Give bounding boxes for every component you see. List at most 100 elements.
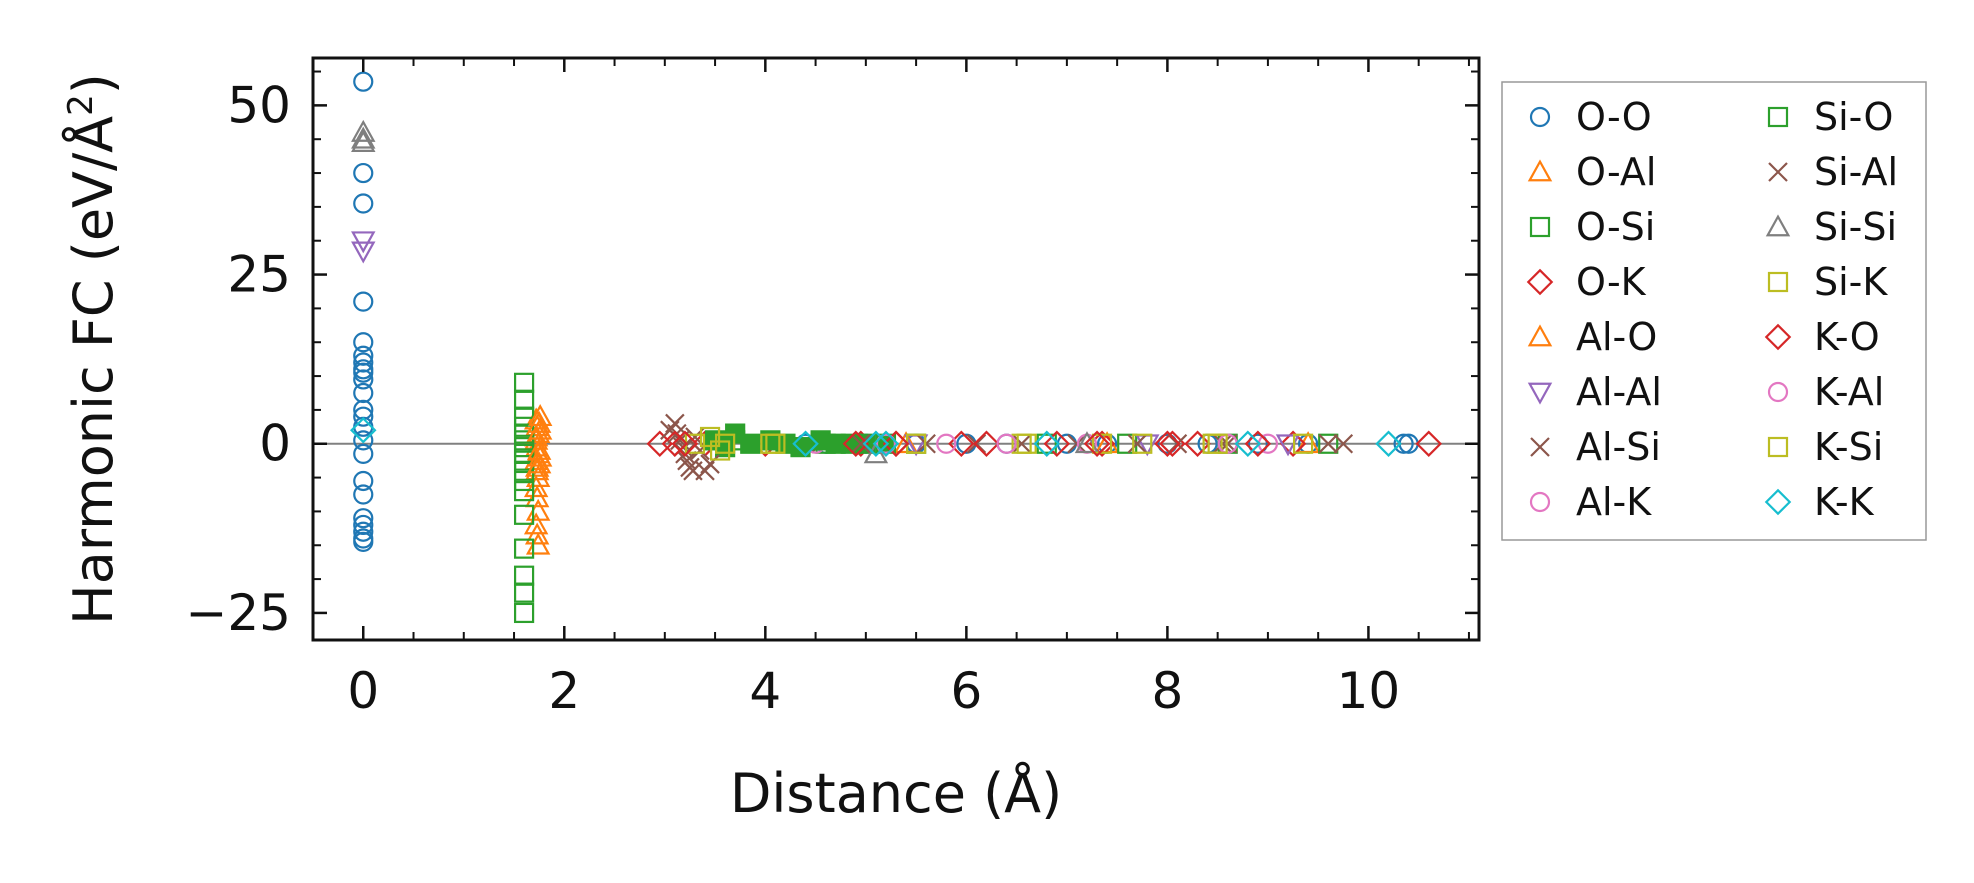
legend-marker <box>1764 488 1792 516</box>
x-tick-label: 0 <box>347 662 379 720</box>
data-point-stroke <box>1318 433 1339 454</box>
data-point <box>1011 433 1032 454</box>
data-point <box>513 538 535 559</box>
data-point-stroke <box>700 454 720 474</box>
legend-marker <box>1526 268 1554 296</box>
data-point <box>875 433 897 454</box>
legend-marker <box>1530 437 1550 457</box>
y-tick-label: −25 <box>185 584 291 642</box>
data-point <box>527 444 553 467</box>
data-point <box>351 119 376 142</box>
data-point <box>513 504 535 525</box>
data-point <box>1135 434 1160 457</box>
y-axis-label-main: Harmonic FC (eV/Å <box>61 116 125 625</box>
data-point <box>872 430 900 457</box>
legend-marker <box>1768 162 1788 182</box>
series-O-Si <box>513 372 1339 624</box>
legend-item: Si-K <box>1767 260 1888 304</box>
legend-marker <box>1529 106 1551 128</box>
x-axis-label: Distance (Å) <box>730 761 1062 825</box>
legend-label: O-Al <box>1576 150 1656 194</box>
series-Si-Si <box>351 119 1100 464</box>
data-point <box>765 433 786 454</box>
legend: O-O O-Al O-Si O-K Al-O Al-Al Al-Si Al-K Si-O Si-A… <box>1501 81 1927 541</box>
legend-item: Al-Si <box>1530 425 1661 469</box>
data-point-stroke <box>1167 433 1188 454</box>
data-point <box>842 430 870 457</box>
data-point <box>882 430 910 457</box>
data-point <box>996 433 1017 454</box>
data-point <box>513 460 535 481</box>
data-point <box>966 433 987 454</box>
data-point <box>1279 430 1307 457</box>
data-point <box>523 475 549 498</box>
data-point <box>350 416 377 444</box>
data-point <box>973 430 1000 457</box>
legend-item: K-K <box>1764 480 1875 524</box>
x-tick-label: 2 <box>548 662 580 720</box>
data-point-stroke <box>966 433 987 454</box>
data-point <box>1184 430 1211 457</box>
data-point <box>513 389 535 410</box>
data-point <box>526 410 552 433</box>
legend-label: Al-K <box>1576 480 1652 524</box>
legend-label: O-K <box>1576 260 1647 304</box>
data-point <box>1132 433 1153 454</box>
data-point <box>1333 433 1354 454</box>
axis-ticks: 0 2 4 6 8 10 −25 0 25 50 <box>185 58 1479 720</box>
data-point <box>351 241 376 264</box>
data-point <box>527 417 553 440</box>
legend-marker <box>1527 382 1553 405</box>
data-point <box>660 420 680 440</box>
data-point <box>513 582 535 603</box>
data-point <box>353 71 374 92</box>
data-point <box>526 437 552 460</box>
data-point <box>700 454 720 474</box>
data-point <box>524 485 550 508</box>
data-point <box>1207 433 1228 454</box>
data-point <box>353 362 374 383</box>
legend-marker <box>1529 491 1551 513</box>
data-point <box>1375 430 1402 457</box>
data-point <box>353 508 374 529</box>
legend-label: Si-Al <box>1814 150 1898 194</box>
plot-area <box>313 71 1479 624</box>
data-point <box>353 521 374 542</box>
data-point-stroke <box>1011 433 1032 454</box>
data-point <box>1127 433 1148 454</box>
data-point <box>353 291 374 312</box>
data-point <box>851 433 871 454</box>
legend-label: Si-K <box>1814 260 1888 304</box>
data-point <box>351 126 376 149</box>
data-point <box>353 382 374 404</box>
legend-item: K-Si <box>1767 425 1883 469</box>
data-point <box>526 451 552 474</box>
data-point <box>353 470 374 492</box>
legend-item: O-K <box>1526 260 1647 304</box>
legend-label: Si-O <box>1814 95 1893 139</box>
legend-label: O-Si <box>1576 205 1655 249</box>
data-point <box>513 565 535 586</box>
legend-marker-stroke <box>1768 162 1788 182</box>
legend-marker-stroke <box>1530 437 1550 457</box>
data-point <box>1036 433 1057 454</box>
y-tick-label: 0 <box>259 415 291 473</box>
series-Si-O <box>704 423 897 458</box>
data-point <box>740 433 761 454</box>
data-point-stroke <box>660 420 680 440</box>
x-tick-label: 8 <box>1151 662 1183 720</box>
data-point <box>1393 433 1414 454</box>
data-point <box>353 443 374 464</box>
data-point <box>1318 433 1339 454</box>
data-point-stroke <box>851 433 871 454</box>
legend-item: K-Al <box>1767 370 1884 414</box>
legend-item: O-Al <box>1527 150 1656 194</box>
series-Al-Al <box>351 231 1301 457</box>
legend-marker <box>1529 216 1551 238</box>
data-point <box>351 129 376 152</box>
series-K-O <box>661 430 1272 457</box>
x-tick-label: 4 <box>749 662 781 720</box>
series-O-Al <box>523 407 1321 555</box>
legend-item: Si-O <box>1767 95 1893 139</box>
legend-label: K-K <box>1814 480 1875 524</box>
